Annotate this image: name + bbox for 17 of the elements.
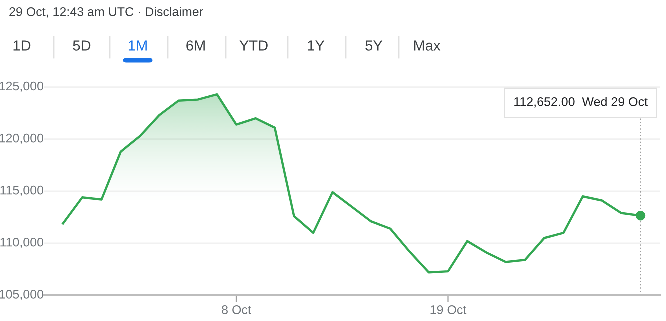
- text: 29 Oct, 12:43 am UTC · Disclaimer: [10, 7, 204, 18]
- annotation: 112,652.00 Wed 29 Oct: [514, 97, 648, 108]
- text: Max: [414, 40, 441, 51]
- text: 1M: [128, 40, 147, 51]
- y-tick-label: 120,000: [0, 134, 44, 144]
- text: 1Y: [308, 40, 325, 51]
- text: YTD: [240, 40, 268, 51]
- text: 1D: [14, 40, 31, 51]
- y-tick-label: 110,000: [0, 238, 44, 248]
- x-tick-label: 8 Oct: [222, 306, 252, 314]
- y-tick-label: 115,000: [0, 186, 44, 196]
- y-tick-label: 105,000: [0, 290, 44, 300]
- text: 5Y: [366, 40, 383, 51]
- text: 5D: [73, 40, 91, 51]
- y-tick-label: 125,000: [0, 82, 44, 92]
- text: 6M: [186, 40, 205, 51]
- x-tick-label: 19 Oct: [430, 306, 467, 314]
